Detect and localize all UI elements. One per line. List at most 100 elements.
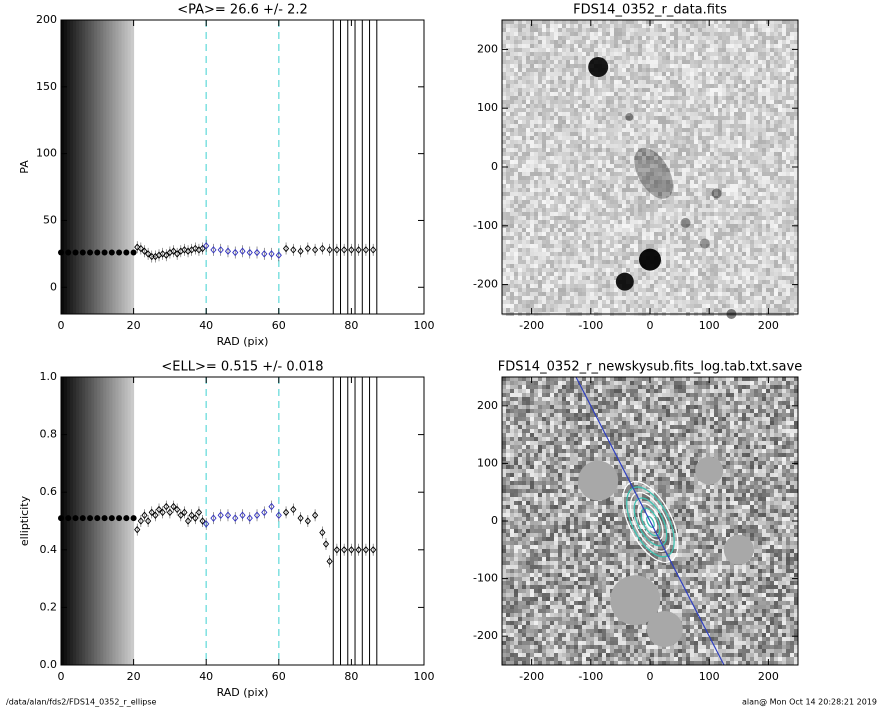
pixel	[698, 80, 702, 84]
pixel	[514, 216, 518, 220]
pixel	[506, 68, 510, 72]
pixel	[530, 124, 534, 128]
pixel	[766, 116, 770, 120]
pixel	[730, 196, 734, 200]
pixel	[642, 192, 646, 196]
pixel	[514, 164, 518, 168]
pixel	[786, 140, 790, 144]
pixel	[714, 260, 718, 264]
pixel	[690, 232, 694, 236]
pixel	[718, 264, 722, 268]
pixel	[574, 64, 578, 68]
shading	[130, 20, 135, 314]
pixel	[550, 224, 554, 228]
pixel	[686, 160, 690, 164]
pixel	[654, 64, 658, 68]
pixel	[782, 192, 786, 196]
pixel	[602, 48, 606, 52]
pixel	[698, 216, 702, 220]
point	[282, 244, 290, 253]
pixel	[742, 156, 746, 160]
pixel	[774, 276, 778, 280]
pixel	[514, 256, 518, 260]
pixel	[622, 28, 626, 32]
pixel	[570, 132, 574, 136]
pixel	[718, 20, 722, 24]
pixel	[710, 252, 714, 256]
pixel	[782, 84, 786, 88]
pixel	[550, 196, 554, 200]
pixel	[678, 96, 682, 100]
pixel	[726, 100, 730, 104]
pixel	[514, 140, 518, 144]
pixel	[682, 184, 686, 188]
pixel	[770, 40, 774, 44]
pixel	[558, 28, 562, 32]
pixel	[638, 20, 642, 24]
pixel	[518, 148, 522, 152]
pixel	[578, 152, 582, 156]
pixel	[678, 20, 682, 24]
pixel	[550, 276, 554, 280]
pixel	[638, 232, 642, 236]
pixel	[534, 32, 538, 36]
pixel	[614, 240, 618, 244]
pixel	[746, 216, 750, 220]
pixel	[750, 104, 754, 108]
pixel	[542, 68, 546, 72]
pixel	[782, 276, 786, 280]
pixel	[582, 228, 586, 232]
pixel	[766, 180, 770, 184]
pixel	[530, 120, 534, 124]
pixel	[670, 160, 674, 164]
pixel	[570, 272, 574, 276]
point	[192, 244, 199, 253]
pixel	[782, 88, 786, 92]
pixel	[542, 76, 546, 80]
pixel	[638, 188, 642, 192]
pixel	[758, 124, 762, 128]
pixel	[610, 56, 614, 60]
pixel	[650, 72, 654, 76]
pixel	[526, 264, 530, 268]
pixel	[582, 100, 586, 104]
pixel	[662, 44, 666, 48]
pixel	[702, 240, 706, 244]
pixel	[574, 160, 578, 164]
pixel	[510, 76, 514, 80]
pixel	[550, 244, 554, 248]
pixel	[578, 232, 582, 236]
pixel	[510, 164, 514, 168]
pixel	[762, 56, 766, 60]
pixel	[690, 124, 694, 128]
pixel	[698, 56, 702, 60]
pixel	[574, 216, 578, 220]
pixel	[750, 232, 754, 236]
pixel	[670, 80, 674, 84]
pixel	[502, 64, 506, 68]
pixel	[614, 148, 618, 152]
pixel	[542, 252, 546, 256]
pixel	[530, 140, 534, 144]
pixel	[718, 228, 722, 232]
pixel	[538, 80, 542, 84]
pixel	[538, 156, 542, 160]
pixel	[602, 236, 606, 240]
x-tick-label: 60	[272, 319, 286, 332]
pixel	[514, 100, 518, 104]
pixel	[670, 112, 674, 116]
pixel	[670, 164, 674, 168]
pixel	[686, 20, 690, 24]
pixel	[602, 44, 606, 48]
pixel	[674, 228, 678, 232]
pixel	[666, 196, 670, 200]
pixel	[718, 36, 722, 40]
pixel	[686, 104, 690, 108]
pixel	[590, 212, 594, 216]
pixel	[658, 96, 662, 100]
pixel	[522, 92, 526, 96]
pixel	[642, 156, 646, 160]
pixel	[562, 104, 566, 108]
pixel	[530, 84, 534, 88]
pixel	[566, 160, 570, 164]
